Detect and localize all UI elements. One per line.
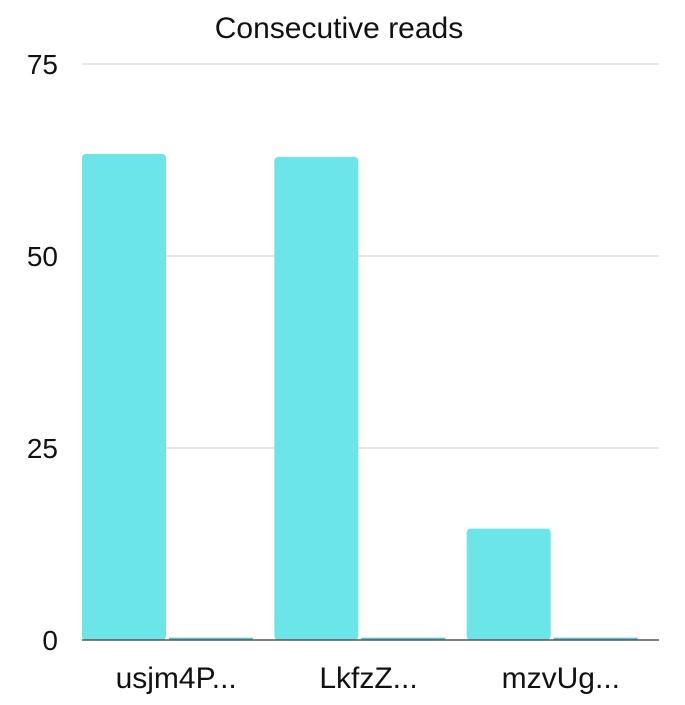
- gridlines: [82, 63, 659, 449]
- x-axis-ticks: usjm4P... LkfzZ... mzvUg...: [116, 662, 620, 695]
- y-tick-label: 0: [42, 625, 58, 656]
- y-axis-ticks: 0 25 50 75: [27, 49, 58, 656]
- bar-mzvug-series-1: [466, 528, 551, 640]
- bar-lkfzz-series-1: [274, 156, 359, 641]
- x-tick-label: mzvUg...: [502, 662, 620, 695]
- bar-usjm4p-series-2: [169, 637, 253, 640]
- y-tick-label: 25: [27, 433, 58, 464]
- bar-mzvug-series-2: [553, 637, 638, 640]
- chart-title: Consecutive reads: [215, 12, 463, 45]
- bar-lkfzz-series-2: [361, 637, 446, 640]
- x-tick-label: LkfzZ...: [319, 662, 417, 695]
- y-tick-label: 75: [27, 49, 58, 80]
- bars: [82, 153, 638, 641]
- y-tick-label: 50: [27, 241, 58, 272]
- x-tick-label: usjm4P...: [116, 662, 237, 695]
- bar-usjm4p-series-1: [82, 153, 166, 640]
